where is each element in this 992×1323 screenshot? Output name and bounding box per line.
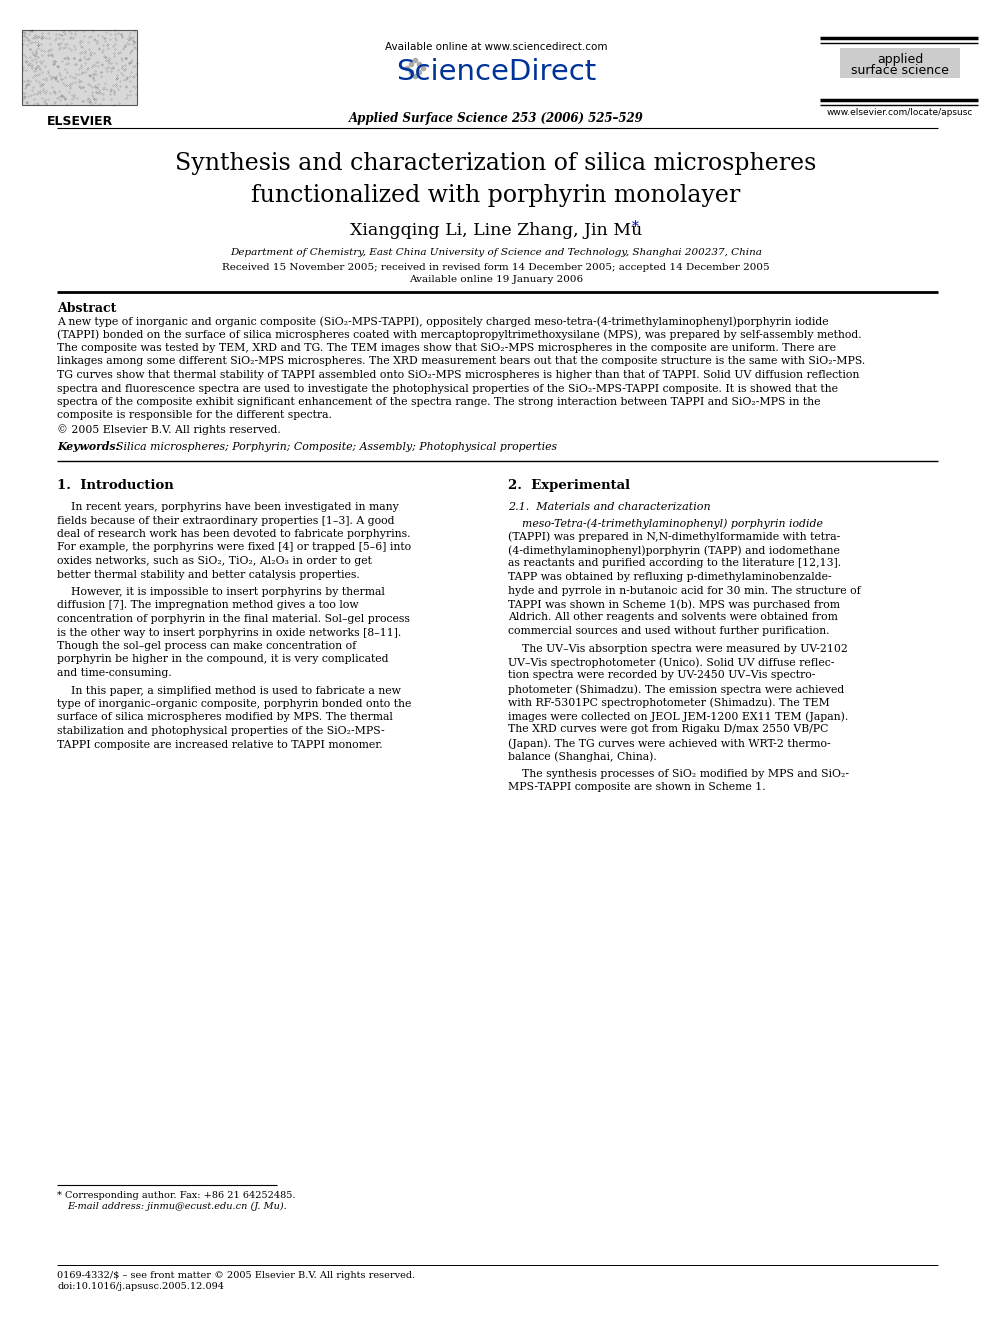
Text: diffusion [7]. The impregnation method gives a too low: diffusion [7]. The impregnation method g… xyxy=(57,601,359,610)
Text: and time-consuming.: and time-consuming. xyxy=(57,668,172,677)
Text: * Corresponding author. Fax: +86 21 64252485.: * Corresponding author. Fax: +86 21 6425… xyxy=(57,1191,296,1200)
Text: Xiangqing Li, Line Zhang, Jin Mu: Xiangqing Li, Line Zhang, Jin Mu xyxy=(350,222,642,239)
Text: surface science: surface science xyxy=(851,64,949,77)
Text: E-mail address: jinmu@ecust.edu.cn (J. Mu).: E-mail address: jinmu@ecust.edu.cn (J. M… xyxy=(67,1203,287,1211)
Text: meso-Tetra-(4-trimethylaminophenyl) porphyrin iodide: meso-Tetra-(4-trimethylaminophenyl) porp… xyxy=(508,519,823,529)
Text: Applied Surface Science 253 (2006) 525–529: Applied Surface Science 253 (2006) 525–5… xyxy=(348,112,644,124)
Text: *: * xyxy=(632,220,639,234)
Text: (4-dimethylaminophenyl)porphyrin (TAPP) and iodomethane: (4-dimethylaminophenyl)porphyrin (TAPP) … xyxy=(508,545,840,556)
Bar xyxy=(22,30,137,105)
Text: The XRD curves were got from Rigaku D/max 2550 VB/PC: The XRD curves were got from Rigaku D/ma… xyxy=(508,725,828,734)
Text: oxides networks, such as SiO₂, TiO₂, Al₂O₃ in order to get: oxides networks, such as SiO₂, TiO₂, Al₂… xyxy=(57,556,372,566)
Text: porphyrin be higher in the compound, it is very complicated: porphyrin be higher in the compound, it … xyxy=(57,655,389,664)
Text: TAPP was obtained by refluxing p-dimethylaminobenzalde-: TAPP was obtained by refluxing p-dimethy… xyxy=(508,572,831,582)
Text: TG curves show that thermal stability of TAPPI assembled onto SiO₂-MPS microsphe: TG curves show that thermal stability of… xyxy=(57,370,859,380)
Text: ScienceDirect: ScienceDirect xyxy=(396,58,596,86)
Text: linkages among some different SiO₂-MPS microspheres. The XRD measurement bears o: linkages among some different SiO₂-MPS m… xyxy=(57,356,865,366)
Text: Though the sol–gel process can make concentration of: Though the sol–gel process can make conc… xyxy=(57,642,356,651)
Text: images were collected on JEOL JEM-1200 EX11 TEM (Japan).: images were collected on JEOL JEM-1200 E… xyxy=(508,710,848,721)
Text: However, it is impossible to insert porphyrins by thermal: However, it is impossible to insert porp… xyxy=(57,587,385,597)
Text: The synthesis processes of SiO₂ modified by MPS and SiO₂-: The synthesis processes of SiO₂ modified… xyxy=(508,769,849,779)
Text: commercial sources and used without further purification.: commercial sources and used without furt… xyxy=(508,626,829,636)
Text: (Japan). The TG curves were achieved with WRT-2 thermo-: (Japan). The TG curves were achieved wit… xyxy=(508,738,830,749)
Text: is the other way to insert porphyrins in oxide networks [8–11].: is the other way to insert porphyrins in… xyxy=(57,627,401,638)
Text: composite is responsible for the different spectra.: composite is responsible for the differe… xyxy=(57,410,332,421)
Text: applied: applied xyxy=(877,53,924,66)
Text: fields because of their extraordinary properties [1–3]. A good: fields because of their extraordinary pr… xyxy=(57,516,395,525)
Text: Abstract: Abstract xyxy=(57,302,116,315)
Text: as reactants and purified according to the literature [12,13].: as reactants and purified according to t… xyxy=(508,558,841,569)
Text: (TAPPI) bonded on the surface of silica microspheres coated with mercaptopropylt: (TAPPI) bonded on the surface of silica … xyxy=(57,329,862,340)
Text: stabilization and photophysical properties of the SiO₂-MPS-: stabilization and photophysical properti… xyxy=(57,726,385,736)
Text: (TAPPI) was prepared in N,N-dimethylformamide with tetra-: (TAPPI) was prepared in N,N-dimethylform… xyxy=(508,532,840,542)
Text: better thermal stability and better catalysis properties.: better thermal stability and better cata… xyxy=(57,569,360,579)
Text: balance (Shanghai, China).: balance (Shanghai, China). xyxy=(508,751,657,762)
Text: hyde and pyrrole in n-butanoic acid for 30 min. The structure of: hyde and pyrrole in n-butanoic acid for … xyxy=(508,586,861,595)
Text: with RF-5301PC spectrophotometer (Shimadzu). The TEM: with RF-5301PC spectrophotometer (Shimad… xyxy=(508,697,829,708)
Text: In this paper, a simplified method is used to fabricate a new: In this paper, a simplified method is us… xyxy=(57,685,401,696)
Text: MPS-TAPPI composite are shown in Scheme 1.: MPS-TAPPI composite are shown in Scheme … xyxy=(508,782,766,792)
Bar xyxy=(840,48,960,78)
Text: doi:10.1016/j.apsusc.2005.12.094: doi:10.1016/j.apsusc.2005.12.094 xyxy=(57,1282,224,1291)
Text: concentration of porphyrin in the final material. Sol–gel process: concentration of porphyrin in the final … xyxy=(57,614,410,624)
Text: spectra of the composite exhibit significant enhancement of the spectra range. T: spectra of the composite exhibit signifi… xyxy=(57,397,820,407)
Text: In recent years, porphyrins have been investigated in many: In recent years, porphyrins have been in… xyxy=(57,501,399,512)
Text: © 2005 Elsevier B.V. All rights reserved.: © 2005 Elsevier B.V. All rights reserved… xyxy=(57,423,281,435)
Text: Department of Chemistry, East China University of Science and Technology, Shangh: Department of Chemistry, East China Univ… xyxy=(230,247,762,257)
Text: A new type of inorganic and organic composite (SiO₂-MPS-TAPPI), oppositely charg: A new type of inorganic and organic comp… xyxy=(57,316,828,327)
Text: 2.  Experimental: 2. Experimental xyxy=(508,479,630,492)
Text: Synthesis and characterization of silica microspheres
functionalized with porphy: Synthesis and characterization of silica… xyxy=(176,152,816,206)
Text: Silica microspheres; Porphyrin; Composite; Assembly; Photophysical properties: Silica microspheres; Porphyrin; Composit… xyxy=(109,442,558,451)
Text: 1.  Introduction: 1. Introduction xyxy=(57,479,174,492)
Text: Received 15 November 2005; received in revised form 14 December 2005; accepted 1: Received 15 November 2005; received in r… xyxy=(222,263,770,273)
Text: type of inorganic–organic composite, porphyrin bonded onto the: type of inorganic–organic composite, por… xyxy=(57,699,412,709)
Text: deal of research work has been devoted to fabricate porphyrins.: deal of research work has been devoted t… xyxy=(57,529,411,538)
Text: TAPPI was shown in Scheme 1(b). MPS was purchased from: TAPPI was shown in Scheme 1(b). MPS was … xyxy=(508,599,840,610)
Text: www.elsevier.com/locate/apsusc: www.elsevier.com/locate/apsusc xyxy=(826,108,973,116)
Text: 0169-4332/$ – see front matter © 2005 Elsevier B.V. All rights reserved.: 0169-4332/$ – see front matter © 2005 El… xyxy=(57,1271,416,1279)
Text: surface of silica microspheres modified by MPS. The thermal: surface of silica microspheres modified … xyxy=(57,713,393,722)
Text: The UV–Vis absorption spectra were measured by UV-2102: The UV–Vis absorption spectra were measu… xyxy=(508,643,848,654)
Text: spectra and fluorescence spectra are used to investigate the photophysical prope: spectra and fluorescence spectra are use… xyxy=(57,384,838,393)
Text: TAPPI composite are increased relative to TAPPI monomer.: TAPPI composite are increased relative t… xyxy=(57,740,383,750)
Text: Keywords:: Keywords: xyxy=(57,442,120,452)
Text: photometer (Shimadzu). The emission spectra were achieved: photometer (Shimadzu). The emission spec… xyxy=(508,684,844,695)
Text: UV–Vis spectrophotometer (Unico). Solid UV diffuse reflec-: UV–Vis spectrophotometer (Unico). Solid … xyxy=(508,658,834,668)
Text: The composite was tested by TEM, XRD and TG. The TEM images show that SiO₂-MPS m: The composite was tested by TEM, XRD and… xyxy=(57,343,836,353)
Text: Aldrich. All other reagents and solvents were obtained from: Aldrich. All other reagents and solvents… xyxy=(508,613,838,623)
Text: Available online 19 January 2006: Available online 19 January 2006 xyxy=(409,275,583,284)
Text: ELSEVIER: ELSEVIER xyxy=(47,115,113,128)
Text: 2.1.  Materials and characterization: 2.1. Materials and characterization xyxy=(508,501,710,512)
Text: Available online at www.sciencedirect.com: Available online at www.sciencedirect.co… xyxy=(385,42,607,52)
Text: tion spectra were recorded by UV-2450 UV–Vis spectro-: tion spectra were recorded by UV-2450 UV… xyxy=(508,671,815,680)
Text: For example, the porphyrins were fixed [4] or trapped [5–6] into: For example, the porphyrins were fixed [… xyxy=(57,542,411,553)
